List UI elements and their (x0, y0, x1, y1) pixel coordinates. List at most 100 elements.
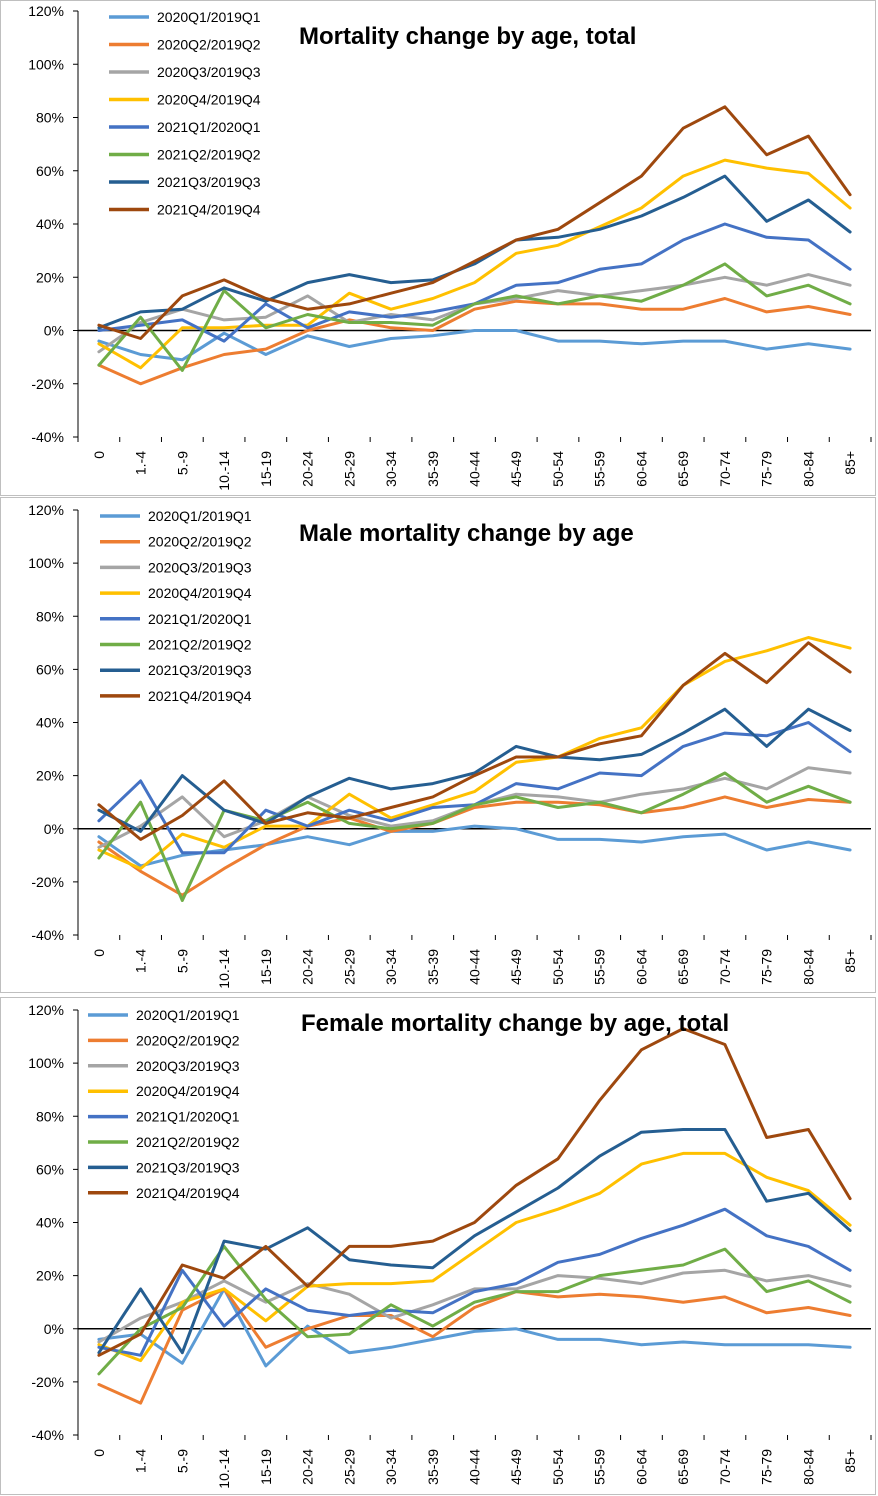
chart-title-male: Male mortality change by age (299, 520, 634, 547)
series-line-female-6 (97, 1128, 852, 1355)
y-tick-label: 100% (28, 56, 64, 72)
x-tick-label: 15-19 (258, 949, 274, 985)
y-tick-label: 40% (36, 216, 64, 232)
x-tick-label: 20-24 (300, 451, 316, 487)
y-tick-label: -20% (31, 1374, 64, 1390)
chart-panel-female: -40% -20% 0% 20% 40% 60% 80% 100% 120% 0 1.-4 5.-9 1… (0, 997, 876, 1495)
series-line-male-4 (97, 721, 852, 855)
y-tick-label: 120% (28, 1002, 64, 1018)
y-tick-label: 60% (36, 1161, 64, 1177)
legend-label: 2020Q2/2019Q2 (157, 37, 261, 53)
legend-label: 2021Q2/2019Q2 (157, 147, 261, 163)
x-tick-label: 50-54 (550, 1449, 566, 1485)
series-line-female-2 (97, 1268, 852, 1344)
x-tick-label: 25-29 (341, 949, 357, 985)
legend-label: 2021Q1/2020Q1 (157, 119, 261, 135)
x-tick-label: 0 (91, 949, 107, 957)
y-tick-label: 0% (44, 323, 64, 339)
chart-panel-male: -40% -20% 0% 20% 40% 60% 80% 100% 120% 0 1.-4 5.-9 1… (0, 497, 876, 993)
legend-label: 2020Q4/2019Q4 (136, 1083, 240, 1099)
y-tick-label: 60% (36, 163, 64, 179)
x-tick-label: 60-64 (633, 1449, 649, 1485)
chart-title-female: Female mortality change by age, total (301, 1010, 729, 1037)
series-line-total-3 (97, 158, 852, 370)
y-tick-label: -40% (31, 429, 64, 445)
legend-label: 2021Q3/2019Q3 (136, 1159, 240, 1175)
legend-label: 2020Q1/2019Q1 (157, 9, 261, 25)
x-tick-label: 1.-4 (133, 451, 149, 475)
x-tick-label: 5.-9 (174, 451, 190, 475)
legend-label: 2021Q1/2020Q1 (148, 611, 252, 627)
x-tick-label: 10.-14 (216, 949, 232, 989)
x-tick-label: 80-84 (800, 451, 816, 487)
x-tick-label: 40-44 (467, 451, 483, 487)
y-tick-label: 0% (44, 821, 64, 837)
x-tick-label: 55-59 (592, 451, 608, 487)
legend-label: 2021Q4/2019Q4 (157, 202, 261, 218)
y-tick-label: 100% (28, 1055, 64, 1071)
y-tick-label: 40% (36, 715, 64, 731)
x-tick-label: 30-34 (383, 451, 399, 487)
legend-label: 2021Q3/2019Q3 (148, 662, 252, 678)
legend-label: 2020Q3/2019Q3 (157, 64, 261, 80)
x-tick-label: 25-29 (341, 1449, 357, 1485)
x-tick-label: 45-49 (508, 949, 524, 985)
x-tick-label: 1.-4 (133, 1449, 149, 1473)
x-tick-label: 0 (91, 1449, 107, 1457)
x-tick-label: 15-19 (258, 451, 274, 487)
x-tick-label: 80-84 (800, 949, 816, 985)
x-tick-label: 75-79 (759, 949, 775, 985)
x-tick-label: 70-74 (717, 949, 733, 985)
y-tick-label: 120% (28, 3, 64, 19)
y-tick-label: -40% (31, 927, 64, 943)
y-tick-label: -40% (31, 1427, 64, 1443)
legend-label: 2020Q4/2019Q4 (148, 585, 252, 601)
chart-title-total: Mortality change by age, total (299, 23, 636, 50)
x-tick-label: 1.-4 (133, 949, 149, 973)
x-tick-label: 40-44 (467, 949, 483, 985)
y-tick-label: 80% (36, 1108, 64, 1124)
legend-label: 2020Q4/2019Q4 (157, 92, 261, 108)
x-tick-label: 50-54 (550, 949, 566, 985)
x-tick-label: 65-69 (675, 949, 691, 985)
chart-male-svg: -40% -20% 0% 20% 40% 60% 80% 100% 120% 0 1.-4 5.-9 1… (28, 502, 872, 989)
legend-label: 2021Q4/2019Q4 (136, 1185, 240, 1201)
legend-label: 2020Q1/2019Q1 (136, 1007, 240, 1023)
chart-female-svg: -40% -20% 0% 20% 40% 60% 80% 100% 120% 0 1.-4 5.-9 1… (28, 1002, 872, 1489)
chart-panel-total: -40% -20% 0% 20% 40% 60% 80% 100% 120% 0 1.-4 5.-9 1… (0, 0, 876, 496)
y-tick-label: 80% (36, 110, 64, 126)
legend-label: 2021Q2/2019Q2 (148, 637, 252, 653)
y-tick-label: -20% (31, 376, 64, 392)
y-tick-label: 40% (36, 1215, 64, 1231)
series-line-total-5 (97, 262, 852, 372)
x-tick-label: 85+ (842, 1449, 858, 1473)
x-tick-label: 50-54 (550, 451, 566, 487)
x-tick-label: 45-49 (508, 1449, 524, 1485)
x-tick-label: 40-44 (467, 1449, 483, 1485)
series-line-male-7 (97, 641, 852, 841)
x-tick-label: 25-29 (341, 451, 357, 487)
y-tick-label: 60% (36, 661, 64, 677)
x-tick-label: 20-24 (300, 1449, 316, 1485)
x-tick-label: 20-24 (300, 949, 316, 985)
x-tick-label: 65-69 (675, 1449, 691, 1485)
x-tick-label: 45-49 (508, 451, 524, 487)
y-tick-label: 20% (36, 269, 64, 285)
series-line-male-3 (97, 636, 852, 871)
x-tick-label: 30-34 (383, 1449, 399, 1485)
x-tick-label: 85+ (842, 949, 858, 973)
chart-total-svg: -40% -20% 0% 20% 40% 60% 80% 100% 120% 0 1.-4 5.-9 1… (28, 3, 872, 491)
x-tick-label: 0 (91, 451, 107, 459)
y-tick-label: 120% (28, 502, 64, 518)
x-tick-label: 60-64 (633, 949, 649, 985)
series-line-total-6 (97, 174, 852, 330)
series-line-male-1 (97, 795, 852, 897)
x-tick-label: 10.-14 (216, 1449, 232, 1489)
legend-label: 2020Q2/2019Q2 (136, 1032, 240, 1048)
legend-label: 2020Q3/2019Q3 (136, 1058, 240, 1074)
series-line-female-4 (97, 1207, 852, 1357)
series-line-male-0 (97, 824, 852, 868)
x-tick-label: 5.-9 (174, 949, 190, 973)
y-tick-label: 0% (44, 1321, 64, 1337)
y-tick-label: 20% (36, 768, 64, 784)
